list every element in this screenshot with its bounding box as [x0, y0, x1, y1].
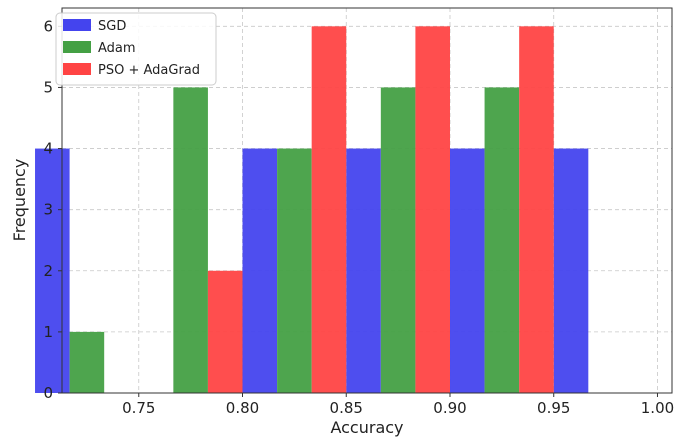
bar-sgd — [553, 148, 589, 393]
bar-adam — [277, 148, 312, 393]
x-tick-label: 1.00 — [641, 399, 674, 417]
bar-sgd — [449, 148, 485, 393]
bar-sgd — [35, 148, 70, 393]
legend-label-adam: Adam — [98, 41, 136, 56]
bar-sgd — [346, 148, 381, 393]
x-tick-label: 0.85 — [330, 399, 363, 417]
y-tick-label: 4 — [43, 140, 53, 158]
bar-pso-adagrad — [415, 26, 450, 393]
bar-pso-adagrad — [519, 26, 554, 393]
legend: SGD Adam PSO + AdaGrad — [55, 12, 217, 86]
legend-swatch-sgd — [63, 19, 91, 31]
y-tick-label: 3 — [43, 201, 53, 219]
y-tick-label: 5 — [43, 78, 53, 96]
bar-pso-adagrad — [311, 26, 347, 393]
legend-box — [55, 12, 217, 86]
legend-label-pso-adagrad: PSO + AdaGrad — [98, 63, 200, 78]
x-tick-label: 0.95 — [537, 399, 570, 417]
bar-adam — [484, 87, 520, 393]
bar-adam — [380, 87, 416, 393]
legend-swatch-pso-adagrad — [63, 63, 91, 75]
x-tick-label: 0.75 — [122, 399, 155, 417]
x-axis-label: Accuracy — [330, 418, 403, 437]
legend-swatch-adam — [63, 41, 91, 53]
y-tick-label: 2 — [43, 262, 53, 280]
bar-sgd — [242, 148, 278, 393]
bar-adam — [173, 87, 208, 393]
y-axis-label: Frequency — [10, 159, 29, 242]
axis-ticks: 0.75 0.80 0.85 0.90 0.95 1.00 0 1 2 3 4 5 6 — [43, 17, 674, 417]
x-tick-label: 0.90 — [433, 399, 466, 417]
plot-frame — [61, 7, 673, 394]
y-tick-label: 0 — [43, 384, 53, 402]
bar-pso-adagrad — [207, 270, 243, 393]
legend-label-sgd: SGD — [98, 19, 126, 34]
y-tick-label: 1 — [43, 323, 53, 341]
bars — [35, 26, 589, 393]
bar-adam — [69, 331, 105, 393]
x-tick-label: 0.80 — [226, 399, 259, 417]
y-tick-label: 6 — [43, 17, 53, 35]
